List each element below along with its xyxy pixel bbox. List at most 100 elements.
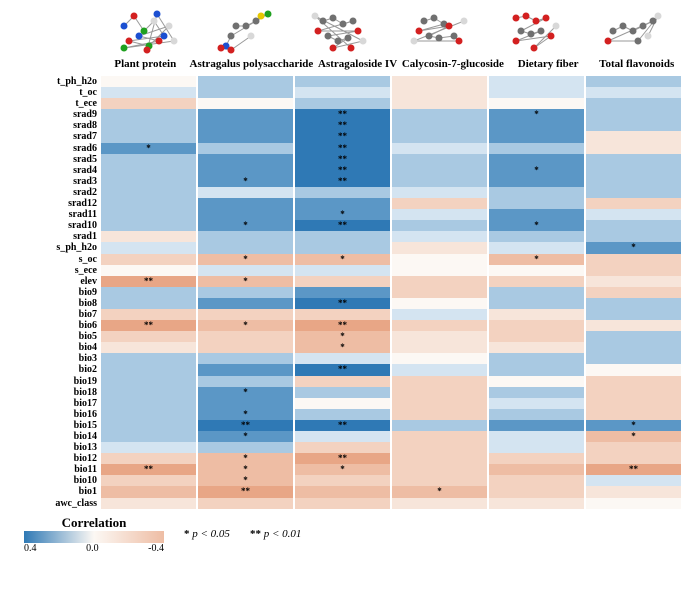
heatmap-cell — [295, 87, 390, 98]
heatmap-cell — [586, 209, 681, 220]
heatmap-row: srad7** — [4, 131, 681, 142]
row-label: bio11 — [4, 464, 101, 475]
heatmap-cell — [586, 486, 681, 497]
row-label: s_ph_h2o — [4, 242, 101, 253]
heatmap-cell — [198, 109, 293, 120]
heatmap-cell: * — [198, 276, 293, 287]
molecule-plant-protein — [101, 4, 198, 58]
heatmap-cell: ** — [295, 320, 390, 331]
row-label: bio3 — [4, 353, 101, 364]
row-label: awc_class — [4, 498, 101, 509]
heatmap-row: srad6*** — [4, 143, 681, 154]
heatmap-row: bio19 — [4, 376, 681, 387]
heatmap-cell — [489, 376, 584, 387]
heatmap-cell — [489, 176, 584, 187]
legend-p05: * p < 0.05 — [184, 528, 230, 540]
row-label: elev — [4, 276, 101, 287]
heatmap-row: bio2** — [4, 364, 681, 375]
heatmap-cell — [489, 364, 584, 375]
heatmap-row: bio14** — [4, 431, 681, 442]
heatmap-cell: * — [295, 342, 390, 353]
heatmap-cell: ** — [198, 486, 293, 497]
row-label: srad11 — [4, 209, 101, 220]
heatmap-row: srad1 — [4, 231, 681, 242]
heatmap-cell — [295, 242, 390, 253]
heatmap-row: bio7 — [4, 309, 681, 320]
heatmap-cell — [586, 353, 681, 364]
heatmap-cell — [392, 420, 487, 431]
heatmap-cell — [198, 154, 293, 165]
heatmap-cell — [586, 87, 681, 98]
heatmap-row: awc_class — [4, 498, 681, 509]
row-label: srad1 — [4, 231, 101, 242]
heatmap-cell — [198, 376, 293, 387]
heatmap-cell — [101, 220, 196, 231]
heatmap-cell — [198, 498, 293, 509]
heatmap-cell — [586, 76, 681, 87]
heatmap-cell: * — [295, 331, 390, 342]
heatmap-cell — [101, 76, 196, 87]
heatmap-row: s_oc*** — [4, 254, 681, 265]
heatmap-cell — [392, 176, 487, 187]
legend-ticks: 0.4 0.0 -0.4 — [24, 543, 164, 554]
heatmap-row: bio6***** — [4, 320, 681, 331]
row-label: bio13 — [4, 442, 101, 453]
heatmap-cell: * — [198, 453, 293, 464]
row-label: srad12 — [4, 198, 101, 209]
heatmap-cell — [198, 87, 293, 98]
heatmap-cell — [489, 464, 584, 475]
heatmap-cell — [489, 231, 584, 242]
heatmap-cell — [586, 143, 681, 154]
heatmap-cell — [586, 287, 681, 298]
row-label: bio19 — [4, 376, 101, 387]
heatmap-cell: * — [295, 254, 390, 265]
heatmap-cell — [392, 320, 487, 331]
heatmap-cell — [295, 309, 390, 320]
heatmap-cell: ** — [295, 120, 390, 131]
heatmap-cell — [392, 131, 487, 142]
molecule-flavonoids — [584, 4, 681, 58]
heatmap-cell: * — [198, 409, 293, 420]
heatmap-cell — [586, 387, 681, 398]
heatmap-cell: ** — [198, 420, 293, 431]
heatmap-cell — [489, 265, 584, 276]
heatmap-cell — [295, 187, 390, 198]
heatmap-row: srad2 — [4, 187, 681, 198]
heatmap-cell — [489, 87, 584, 98]
heatmap-cell — [101, 242, 196, 253]
heatmap-cell: ** — [295, 453, 390, 464]
row-label: bio7 — [4, 309, 101, 320]
heatmap-cell — [198, 165, 293, 176]
row-label: bio15 — [4, 420, 101, 431]
heatmap-cell — [586, 120, 681, 131]
row-label: srad9 — [4, 109, 101, 120]
heatmap-cell — [586, 453, 681, 464]
heatmap-row: t_oc — [4, 87, 681, 98]
heatmap-cell: ** — [295, 176, 390, 187]
heatmap-cell — [101, 486, 196, 497]
heatmap-cell — [586, 475, 681, 486]
heatmap-cell — [489, 242, 584, 253]
heatmap-cell — [295, 475, 390, 486]
heatmap-cell — [586, 298, 681, 309]
heatmap-grid: t_ph_h2ot_oct_ecesrad9***srad8**srad7**s… — [4, 76, 681, 509]
heatmap-cell — [489, 309, 584, 320]
heatmap-cell — [489, 387, 584, 398]
heatmap-cell — [392, 376, 487, 387]
heatmap-cell: ** — [295, 298, 390, 309]
row-label: bio9 — [4, 287, 101, 298]
heatmap-cell — [586, 176, 681, 187]
heatmap-cell — [101, 398, 196, 409]
heatmap-cell: ** — [101, 276, 196, 287]
col-header: Astragaloside IV — [313, 58, 402, 74]
heatmap-cell: ** — [295, 364, 390, 375]
heatmap-cell — [392, 442, 487, 453]
heatmap-cell — [101, 287, 196, 298]
heatmap-row: srad5** — [4, 154, 681, 165]
heatmap-cell — [198, 265, 293, 276]
heatmap-cell — [295, 498, 390, 509]
row-label: bio16 — [4, 409, 101, 420]
heatmap-cell — [295, 486, 390, 497]
row-label: bio18 — [4, 387, 101, 398]
heatmap-cell — [392, 242, 487, 253]
